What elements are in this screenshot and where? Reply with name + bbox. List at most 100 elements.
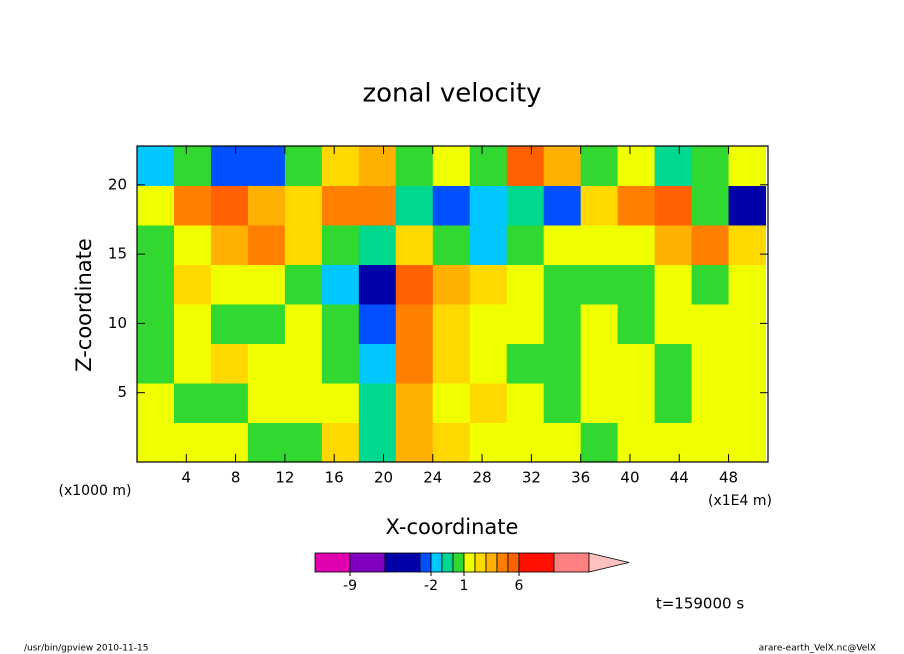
field-cell bbox=[543, 264, 582, 305]
field-cell bbox=[173, 343, 212, 384]
field-cell bbox=[654, 185, 693, 226]
field-cell bbox=[137, 264, 175, 305]
field-cell bbox=[284, 383, 323, 423]
field-cell bbox=[358, 383, 397, 423]
x-tick-label: 40 bbox=[620, 469, 639, 487]
field-cell bbox=[691, 422, 730, 462]
field-cell bbox=[173, 146, 212, 186]
field-cell bbox=[395, 383, 434, 423]
colorbar-tick-label: 1 bbox=[460, 578, 469, 594]
x-unit: (x1E4 m) bbox=[708, 493, 772, 509]
field-cell bbox=[506, 304, 545, 344]
x-tick-label: 12 bbox=[275, 469, 294, 487]
field-cell bbox=[321, 383, 360, 423]
field-cell bbox=[617, 264, 656, 305]
field-cell bbox=[580, 343, 619, 384]
field-cell bbox=[580, 264, 619, 305]
field-cell bbox=[728, 343, 767, 384]
field-cell bbox=[506, 146, 545, 186]
x-tick-label: 48 bbox=[719, 469, 738, 487]
field-cell bbox=[395, 304, 434, 344]
field-cell bbox=[137, 383, 175, 423]
field-cell bbox=[469, 264, 508, 305]
field-cell bbox=[617, 225, 656, 265]
x-tick-label: 4 bbox=[182, 469, 192, 487]
field-cell bbox=[247, 146, 286, 186]
field-cell bbox=[654, 146, 693, 186]
field-cell bbox=[728, 185, 767, 226]
field-cell bbox=[321, 264, 360, 305]
field-cell bbox=[617, 146, 656, 186]
field-cell bbox=[580, 304, 619, 344]
y-axis-label: Z-coordinate bbox=[72, 238, 96, 372]
y-tick-label: 20 bbox=[108, 175, 127, 193]
field-cell bbox=[358, 225, 397, 265]
field-cell bbox=[173, 383, 212, 423]
field-cell bbox=[173, 264, 212, 305]
field-cell bbox=[395, 225, 434, 265]
y-tick-label: 10 bbox=[108, 314, 127, 332]
field-cell bbox=[506, 225, 545, 265]
x-tick-label: 36 bbox=[571, 469, 590, 487]
field-cell bbox=[210, 264, 249, 305]
colorbar-tick-label: -2 bbox=[424, 578, 438, 594]
field-cell bbox=[691, 146, 730, 186]
field-cell bbox=[173, 422, 212, 462]
field-cell bbox=[358, 185, 397, 226]
field-cell bbox=[506, 343, 545, 384]
field-cell bbox=[321, 304, 360, 344]
field-cell bbox=[173, 304, 212, 344]
field-cell bbox=[506, 383, 545, 423]
field-cell bbox=[137, 146, 175, 186]
field-cell bbox=[321, 146, 360, 186]
field-cell bbox=[543, 343, 582, 384]
field-cell bbox=[469, 383, 508, 423]
field-cell bbox=[210, 383, 249, 423]
y-tick-label: 15 bbox=[108, 245, 127, 263]
colorbar-segment bbox=[419, 552, 432, 573]
field-cell bbox=[137, 422, 175, 462]
field-cell bbox=[173, 185, 212, 226]
field-cell bbox=[654, 304, 693, 344]
field-cell bbox=[469, 225, 508, 265]
field-cell bbox=[321, 422, 360, 462]
field-cell bbox=[728, 304, 767, 344]
field-cell bbox=[617, 343, 656, 384]
field-cell bbox=[469, 185, 508, 226]
field-cell bbox=[432, 146, 471, 186]
field-cell bbox=[506, 185, 545, 226]
footer-right: arare-earth_VelX.nc@VelX bbox=[759, 644, 876, 654]
field-cell bbox=[469, 304, 508, 344]
field bbox=[137, 146, 767, 462]
field-cell bbox=[321, 343, 360, 384]
field-cell bbox=[247, 185, 286, 226]
field-cell bbox=[543, 383, 582, 423]
x-axis-label: X-coordinate bbox=[386, 515, 519, 539]
field-cell bbox=[210, 422, 249, 462]
field-cell bbox=[284, 264, 323, 305]
colorbar-segment bbox=[518, 552, 555, 573]
field-cell bbox=[691, 185, 730, 226]
y-tick-label: 5 bbox=[117, 383, 127, 401]
field-cell bbox=[137, 225, 175, 265]
colorbar-segment bbox=[463, 552, 476, 573]
footer-left: /usr/bin/gpview 2010-11-15 bbox=[24, 644, 148, 654]
field-cell bbox=[580, 146, 619, 186]
colorbar-segment bbox=[553, 552, 590, 573]
field-cell bbox=[358, 304, 397, 344]
x-tick-label: 20 bbox=[374, 469, 393, 487]
field-cell bbox=[284, 146, 323, 186]
chart-title: zonal velocity bbox=[362, 79, 541, 109]
y-unit: (x1000 m) bbox=[59, 483, 132, 499]
field-cell bbox=[691, 343, 730, 384]
field-cell bbox=[617, 422, 656, 462]
field-cell bbox=[543, 146, 582, 186]
field-cell bbox=[469, 146, 508, 186]
field-cell bbox=[210, 343, 249, 384]
colorbar-segment bbox=[314, 552, 351, 573]
x-tick-label: 16 bbox=[325, 469, 344, 487]
field-cell bbox=[137, 343, 175, 384]
field-cell bbox=[728, 422, 767, 462]
field-cell bbox=[654, 225, 693, 265]
